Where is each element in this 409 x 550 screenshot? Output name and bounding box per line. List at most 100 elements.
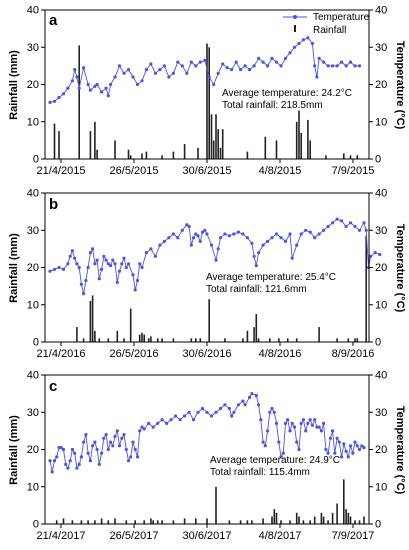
- rainfall-bar: [298, 516, 300, 524]
- y-tick-label: 20: [27, 444, 39, 456]
- temperature-point: [135, 82, 140, 87]
- rainfall-bar: [183, 144, 186, 159]
- rainfall-bar: [275, 512, 278, 524]
- temperature-point: [61, 92, 66, 96]
- temperature-point: [111, 444, 115, 448]
- temperature-point: [86, 265, 90, 270]
- rainfall-bar: [215, 114, 217, 159]
- temperature-point: [185, 71, 189, 75]
- temperature-point: [254, 393, 258, 398]
- temperature-point: [351, 451, 355, 455]
- temperature-point: [129, 455, 133, 459]
- temperature-point: [57, 95, 61, 100]
- temperature-point: [270, 56, 274, 61]
- panel-b-ylabel: Rainfall (mm): [8, 233, 20, 303]
- temperature-point: [331, 429, 335, 433]
- temperature-point: [277, 440, 281, 444]
- rainfall-bar: [208, 299, 210, 342]
- temperature-point: [313, 236, 317, 240]
- temperature-point: [348, 60, 353, 64]
- panel-a-letter: a: [49, 12, 58, 29]
- x-tick-label: 26/5/2016: [110, 348, 159, 360]
- temperature-point: [142, 427, 146, 431]
- panel-a-annotation-rain: Total rainfall: 218.5mm: [222, 100, 323, 111]
- temperature-point: [218, 406, 223, 411]
- y2-tick-label: 0: [375, 154, 381, 166]
- legend-rainfall-label: Rainfall: [313, 25, 346, 36]
- temperature-point: [158, 243, 162, 247]
- temperature-point: [117, 64, 122, 68]
- rainfall-bar: [94, 520, 96, 524]
- temperature-point: [138, 262, 142, 266]
- temperature-point: [131, 273, 135, 277]
- y-tick-label: 30: [27, 407, 39, 419]
- x-tick-label: 4/8/2017: [259, 530, 302, 542]
- rainfall-bar: [295, 121, 298, 160]
- temperature-point: [304, 429, 308, 433]
- rainfall-bar: [55, 520, 58, 524]
- rainfall-bar: [210, 114, 213, 159]
- temperature-point: [126, 262, 131, 266]
- rainfall-bar: [53, 123, 56, 159]
- temperature-point: [120, 436, 124, 440]
- temperature-point: [364, 228, 368, 232]
- temperature-point: [257, 403, 261, 407]
- temperature-point: [102, 254, 106, 258]
- legend: Temperature Rainfall: [283, 12, 370, 36]
- temperature-point: [135, 278, 140, 283]
- y-tick-label: 30: [27, 42, 39, 54]
- rainfall-bar: [212, 140, 215, 159]
- temperature-point: [317, 232, 321, 236]
- temperature-point: [353, 440, 357, 444]
- rainfall-bar: [343, 479, 345, 524]
- temperature-point: [88, 459, 92, 463]
- rainfall-bar: [172, 151, 175, 159]
- temperature-point: [102, 436, 106, 440]
- temperature-point: [153, 254, 157, 258]
- temperature-point: [82, 292, 86, 296]
- temperature-point: [216, 71, 220, 75]
- rainfall-bar: [195, 338, 197, 342]
- temperature-point: [84, 278, 88, 283]
- temperature-point: [310, 423, 314, 427]
- temperature-point: [106, 447, 110, 452]
- temperature-point: [279, 64, 283, 68]
- panel-c-frame: [44, 374, 370, 525]
- rainfall-bar: [161, 520, 163, 524]
- temperature-point: [274, 60, 279, 64]
- rainfall-bar: [217, 129, 219, 159]
- temperature-point: [261, 243, 265, 247]
- temperature-point: [88, 88, 92, 92]
- rainfall-bar: [150, 336, 152, 342]
- temperature-point: [322, 421, 326, 425]
- rainfall-bar: [129, 308, 132, 342]
- temperature-point: [301, 38, 305, 42]
- temperature-point: [203, 228, 207, 232]
- rainfall-bar: [161, 155, 163, 159]
- temperature-point: [48, 100, 52, 104]
- rainfall-bar: [152, 520, 154, 524]
- rainfall-bar: [89, 301, 92, 342]
- temperature-point: [95, 82, 99, 87]
- panel-c-annotation-temp: Average temperature: 24.9°C: [210, 455, 340, 466]
- panel-a-ylabel: Rainfall (mm): [8, 50, 20, 120]
- panel-b-annotation-temp: Average temperature: 25.4°C: [206, 272, 336, 283]
- temperature-point: [100, 267, 104, 271]
- y2-tick-label: 30: [375, 407, 387, 419]
- temperature-point: [70, 249, 74, 253]
- panel-c-axes: 0 0 10 10 20 20 30 30 40 40 21/4/2017 26/5/2017 30/6…: [27, 370, 388, 543]
- temperature-point: [317, 425, 321, 429]
- temperature-point: [243, 403, 247, 407]
- rainfall-bar: [269, 338, 271, 342]
- x-tick-label: 21/4/2016: [37, 348, 86, 360]
- temperature-point: [337, 440, 341, 444]
- temperature-point: [357, 64, 362, 68]
- rainfall-bar: [347, 512, 350, 524]
- temperature-point: [230, 68, 234, 72]
- temperature-point: [75, 75, 79, 79]
- rainfall-bar: [138, 334, 141, 342]
- y2-tick-label: 40: [375, 370, 387, 382]
- rainfall-bar: [246, 330, 249, 342]
- temperature-point: [82, 66, 86, 70]
